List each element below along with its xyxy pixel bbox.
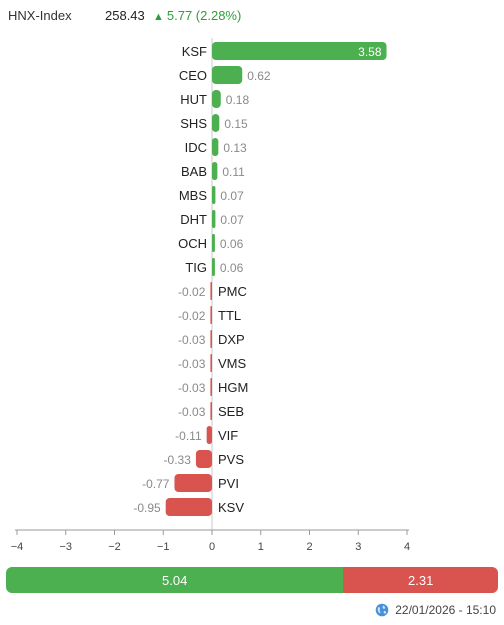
bar-shs: [212, 114, 220, 132]
bar-pmc: [210, 282, 212, 300]
bar-pvs: [195, 450, 212, 468]
bar-ksv: [165, 498, 212, 516]
value-label-och: 0.06: [220, 237, 244, 251]
bar-pvi: [174, 474, 212, 492]
breadth-down-segment: 2.31: [343, 567, 498, 593]
value-label-pvs: -0.33: [164, 453, 192, 467]
bar-dht: [212, 210, 216, 228]
category-label-seb: SEB: [218, 404, 244, 419]
bar-hgm: [210, 378, 212, 396]
value-label-seb: -0.03: [178, 405, 206, 419]
value-label-ttl: -0.02: [178, 309, 206, 323]
x-tick-label: 4: [404, 541, 410, 553]
category-label-pvs: PVS: [218, 452, 244, 467]
globe-icon: [375, 603, 389, 617]
impact-bar-chart: KSF 3.58 CEO 0.62 HUT 0.18 SHS 0.15 IDC 0.13 BAB 0.…: [11, 38, 410, 553]
x-tick-label: 0: [209, 541, 215, 553]
value-label-ceo: 0.62: [247, 69, 271, 83]
bar-dxp: [210, 330, 212, 348]
bar-tig: [212, 258, 215, 276]
index-value: 258.43: [105, 8, 145, 23]
bar-bab: [212, 162, 218, 180]
index-header: HNX-Index 258.43 ▲ 5.77 (2.28%): [8, 7, 241, 25]
value-label-tig: 0.06: [220, 261, 244, 275]
value-label-vms: -0.03: [178, 357, 206, 371]
category-label-ksv: KSV: [218, 500, 244, 515]
value-label-hut: 0.18: [226, 93, 250, 107]
category-label-shs: SHS: [180, 116, 207, 131]
bar-och: [212, 234, 215, 252]
x-tick-label: −4: [11, 541, 24, 553]
category-label-vms: VMS: [218, 356, 247, 371]
update-timestamp: 22/01/2026 - 15:10: [375, 601, 496, 619]
value-label-ksf: 3.58: [358, 45, 382, 59]
category-label-och: OCH: [178, 236, 207, 251]
category-label-idc: IDC: [185, 140, 207, 155]
index-change-text: 5.77 (2.28%): [166, 8, 242, 23]
value-label-idc: 0.13: [223, 141, 247, 155]
value-label-vif: -0.11: [175, 429, 202, 443]
bar-ksf: [212, 42, 387, 60]
category-label-ttl: TTL: [218, 308, 241, 323]
value-label-ksv: -0.95: [133, 501, 161, 515]
value-label-pmc: -0.02: [178, 285, 206, 299]
category-label-hgm: HGM: [218, 380, 248, 395]
category-label-pvi: PVI: [218, 476, 239, 491]
breadth-up-total: 5.04: [162, 572, 188, 588]
value-label-dht: 0.07: [220, 213, 244, 227]
category-label-dht: DHT: [180, 212, 207, 227]
category-label-vif: VIF: [218, 428, 238, 443]
breadth-down-total: 2.31: [408, 572, 434, 588]
bar-ceo: [212, 66, 243, 84]
value-label-dxp: -0.03: [178, 333, 206, 347]
bar-vms: [210, 354, 212, 372]
category-label-ceo: CEO: [179, 68, 207, 83]
index-name: HNX-Index: [8, 8, 72, 23]
x-tick-label: 3: [355, 541, 361, 553]
x-tick-label: −3: [59, 541, 72, 553]
x-tick-label: 1: [258, 541, 264, 553]
breadth-up-segment: 5.04: [6, 567, 344, 593]
x-tick-label: −1: [157, 541, 170, 553]
index-change: ▲ 5.77 (2.28%): [153, 7, 241, 26]
value-label-bab: 0.11: [222, 165, 245, 179]
breadth-bar: 5.04 2.31: [6, 567, 498, 593]
up-triangle-icon: ▲: [153, 11, 164, 23]
value-label-mbs: 0.07: [220, 189, 244, 203]
bar-vif: [206, 426, 212, 444]
value-label-pvi: -0.77: [142, 477, 170, 491]
bar-mbs: [212, 186, 216, 204]
x-tick-label: −2: [108, 541, 121, 553]
bar-seb: [210, 402, 212, 420]
category-label-dxp: DXP: [218, 332, 245, 347]
category-label-hut: HUT: [180, 92, 207, 107]
bar-ttl: [210, 306, 212, 324]
category-label-pmc: PMC: [218, 284, 247, 299]
category-label-bab: BAB: [181, 164, 207, 179]
timestamp-text: 22/01/2026 - 15:10: [395, 603, 496, 617]
category-label-mbs: MBS: [179, 188, 208, 203]
value-label-hgm: -0.03: [178, 381, 206, 395]
value-label-shs: 0.15: [224, 117, 248, 131]
bar-idc: [212, 138, 219, 156]
bar-hut: [212, 90, 221, 108]
category-label-tig: TIG: [185, 260, 207, 275]
x-tick-label: 2: [306, 541, 312, 553]
category-label-ksf: KSF: [182, 44, 207, 59]
